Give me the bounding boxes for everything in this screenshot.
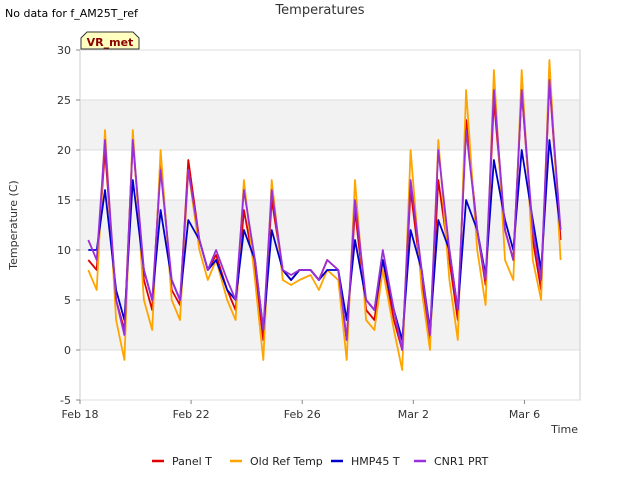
x-axis-label: Time: [550, 423, 578, 436]
legend-label: CNR1 PRT: [434, 455, 489, 468]
x-tick-label: Feb 22: [173, 408, 210, 421]
no-data-notice: No data for f_AM25T_ref: [5, 7, 138, 20]
vr-met-badge: VR_met: [80, 31, 140, 50]
series-line-cnr1-prt: [87, 79, 562, 351]
y-tick-label: 15: [57, 194, 71, 207]
y-tick-label: -5: [60, 394, 71, 407]
x-axis: Feb 18 Feb 22 Feb 26 Mar 2 Mar 6: [62, 400, 540, 421]
x-tick-label: Mar 6: [509, 408, 540, 421]
x-tick-label: Feb 18: [62, 408, 99, 421]
x-tick-label: Mar 2: [398, 408, 429, 421]
legend: Panel T Old Ref Temp HMP45 T CNR1 PRT: [152, 455, 489, 468]
y-tick-label: 30: [57, 44, 71, 57]
x-tick-label: Feb 26: [284, 408, 321, 421]
y-tick-label: 0: [64, 344, 71, 357]
chart-title: Temperatures: [274, 3, 364, 18]
y-tick-label: 20: [57, 144, 71, 157]
badge-label: VR_met: [87, 36, 134, 49]
y-tick-label: 5: [64, 294, 71, 307]
y-tick-label: 25: [57, 94, 71, 107]
legend-label: HMP45 T: [351, 455, 400, 468]
legend-label: Panel T: [172, 455, 212, 468]
y-axis-label: Temperature (C): [7, 180, 20, 270]
plot-band: [80, 300, 580, 350]
plot-band: [80, 100, 580, 150]
legend-label: Old Ref Temp: [250, 455, 323, 468]
y-tick-label: 10: [57, 244, 71, 257]
series-lines: [87, 59, 562, 371]
